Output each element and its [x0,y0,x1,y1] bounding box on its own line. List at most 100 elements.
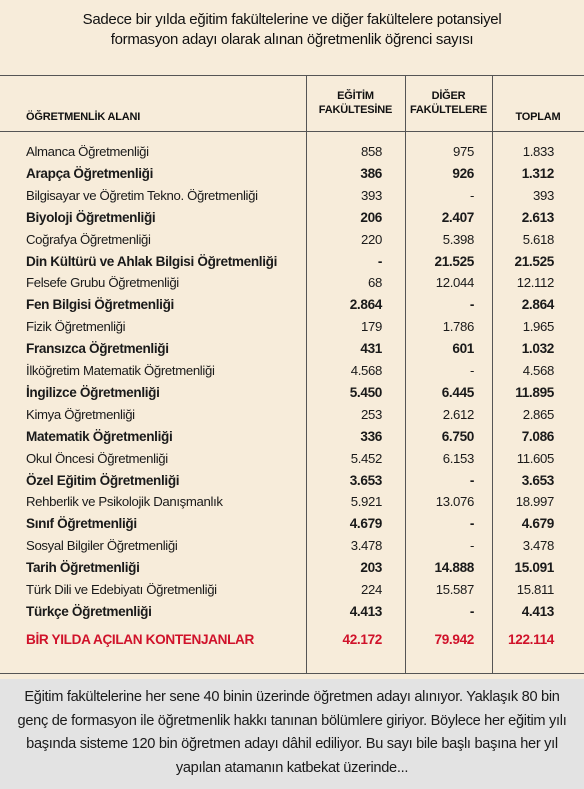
table-row: İlköğretim Matematik Öğretmenliği 4.568 - 4… [0,360,584,382]
row-toplam-value: 4.413 [521,603,555,619]
title-line-2: formasyon adayı olarak alınan öğretmenli… [110,31,474,48]
row-toplam-value: 5.618 [522,231,555,247]
row-egitim-value: 224 [361,582,382,597]
row-egitim-value: 3.653 [349,472,383,488]
row-egitim-value: 386 [360,165,382,181]
row-diger-value: 21.525 [434,253,475,269]
total-label: BİR YILDA AÇILAN KONTENJANLAR [26,631,254,647]
row-toplam-value: 3.478 [522,538,555,554]
row-area-name: Fen Bilgisi Öğretmenliği [26,297,174,313]
row-diger-value: 2.612 [442,406,475,422]
row-egitim-value: 5.450 [349,384,383,400]
bottom-rule [0,673,584,674]
row-area-name: Matematik Öğretmenliği [26,428,173,444]
row-area-name: Özel Eğitim Öğretmenliği [26,472,180,488]
row-toplam-value: 2.865 [522,406,555,422]
row-toplam-value: 4.568 [522,363,555,378]
col-divider-3 [492,75,493,674]
row-diger-value: 13.076 [435,494,475,510]
table-row: Coğrafya Öğretmenliği 220 5.398 5.618 [0,229,584,251]
row-egitim-value: 431 [360,341,382,357]
row-diger-value: 15.587 [435,582,475,597]
row-egitim-value: 393 [361,187,382,203]
row-diger-value: - [469,297,475,313]
row-area-name: Almanca Öğretmenliği [26,144,149,159]
col-divider-2 [405,75,406,674]
table-row: Sınıf Öğretmenliği 4.679 - 4.679 [0,513,584,535]
row-area-name: Biyoloji Öğretmenliği [26,209,156,225]
table-row: Biyoloji Öğretmenliği 206 2.407 2.613 [0,207,584,229]
table-row: Fransızca Öğretmenliği 431 601 1.032 [0,338,584,360]
col-divider-1 [306,75,307,674]
table-row: Rehberlik ve Psikolojik Danışmanlık 5.921… [0,491,584,513]
row-toplam-value: 12.112 [516,275,555,291]
table-row: Felsefe Grubu Öğretmenliği 68 12.044 12.112 [0,272,584,294]
row-toplam-value: 2.613 [521,209,555,225]
row-area-name: Sosyal Bilgiler Öğretmenliği [26,538,178,554]
header-rule [0,131,584,132]
row-egitim-value: 4.413 [349,603,383,619]
row-egitim-value: 3.478 [350,538,383,554]
header-area: ÖĞRETMENLİK ALANI [26,111,141,123]
row-toplam-value: 393 [533,187,554,203]
row-toplam-value: 15.811 [516,582,555,597]
table-row: Fen Bilgisi Öğretmenliği 2.864 - 2.864 [0,294,584,316]
row-area-name: Sınıf Öğretmenliği [26,516,137,532]
row-toplam-value: 1.032 [521,341,555,357]
row-egitim-value: 220 [361,231,382,247]
row-area-name: İngilizce Öğretmenliği [26,384,160,400]
row-area-name: Okul Öncesi Öğretmenliği [26,450,168,466]
row-diger-value: - [469,603,475,619]
row-egitim-value: 206 [360,209,382,225]
row-toplam-value: 21.525 [514,253,555,269]
top-rule [0,75,584,76]
table-row: Sosyal Bilgiler Öğretmenliği 3.478 - 3.478 [0,535,584,557]
row-area-name: İlköğretim Matematik Öğretmenliği [26,363,215,378]
row-diger-value: 12.044 [435,275,475,291]
row-area-name: Coğrafya Öğretmenliği [26,231,151,247]
row-area-name: Fransızca Öğretmenliği [26,341,169,357]
row-egitim-value: 858 [361,144,382,159]
row-area-name: Felsefe Grubu Öğretmenliği [26,275,179,291]
row-area-name: Arapça Öğretmenliği [26,165,154,181]
header-diger-line1: DİĞER [431,90,466,102]
table-row: Özel Eğitim Öğretmenliği 3.653 - 3.653 [0,470,584,492]
row-toplam-value: 3.653 [521,472,555,488]
table-row: Almanca Öğretmenliği 858 975 1.833 [0,141,584,163]
row-diger-value: - [469,538,474,554]
row-egitim-value: 5.452 [350,450,383,466]
table-row: Kimya Öğretmenliği 253 2.612 2.865 [0,404,584,426]
row-toplam-value: 18.997 [515,494,555,510]
total-egitim-value: 42.172 [342,631,383,647]
table-row: Türkçe Öğretmenliği 4.413 - 4.413 [0,601,584,623]
row-egitim-value: 2.864 [349,297,383,313]
row-area-name: Türk Dili ve Edebiyatı Öğretmenliği [26,582,217,597]
table-row: Matematik Öğretmenliği 336 6.750 7.086 [0,426,584,448]
row-diger-value: - [469,363,474,378]
row-diger-value: 5.398 [442,231,475,247]
table-row: Tarih Öğretmenliği 203 14.888 15.091 [0,557,584,579]
row-egitim-value: 4.679 [349,516,383,532]
row-diger-value: 2.407 [441,209,475,225]
row-diger-value: 975 [453,144,474,159]
table-row: Fizik Öğretmenliği 179 1.786 1.965 [0,316,584,338]
row-egitim-value: 336 [360,428,382,444]
title-line-1: Sadece bir yılda eğitim fakültelerine ve… [82,11,502,28]
row-diger-value: - [469,187,474,203]
row-toplam-value: 11.895 [515,384,554,400]
row-egitim-value: 5.921 [350,494,383,510]
row-diger-value: 6.445 [441,384,475,400]
row-diger-value: - [469,472,475,488]
row-toplam-value: 1.965 [522,319,555,335]
header-egitim-line1: EĞİTİM [337,90,374,102]
row-area-name: Rehberlik ve Psikolojik Danışmanlık [26,494,223,510]
row-area-name: Türkçe Öğretmenliği [26,603,152,619]
row-egitim-value: - [377,253,383,269]
header-egitim: EĞİTİM FAKÜLTESİNE [306,89,405,117]
row-toplam-value: 7.086 [521,428,555,444]
total-row: BİR YILDA AÇILAN KONTENJANLAR 42.172 79.94… [0,629,584,651]
table-row: İngilizce Öğretmenliği 5.450 6.445 11.895 [0,382,584,404]
row-egitim-value: 253 [361,406,382,422]
table-row: Arapça Öğretmenliği 386 926 1.312 [0,163,584,185]
footer-note: Eğitim fakültelerine her sene 40 binin ü… [0,679,584,789]
